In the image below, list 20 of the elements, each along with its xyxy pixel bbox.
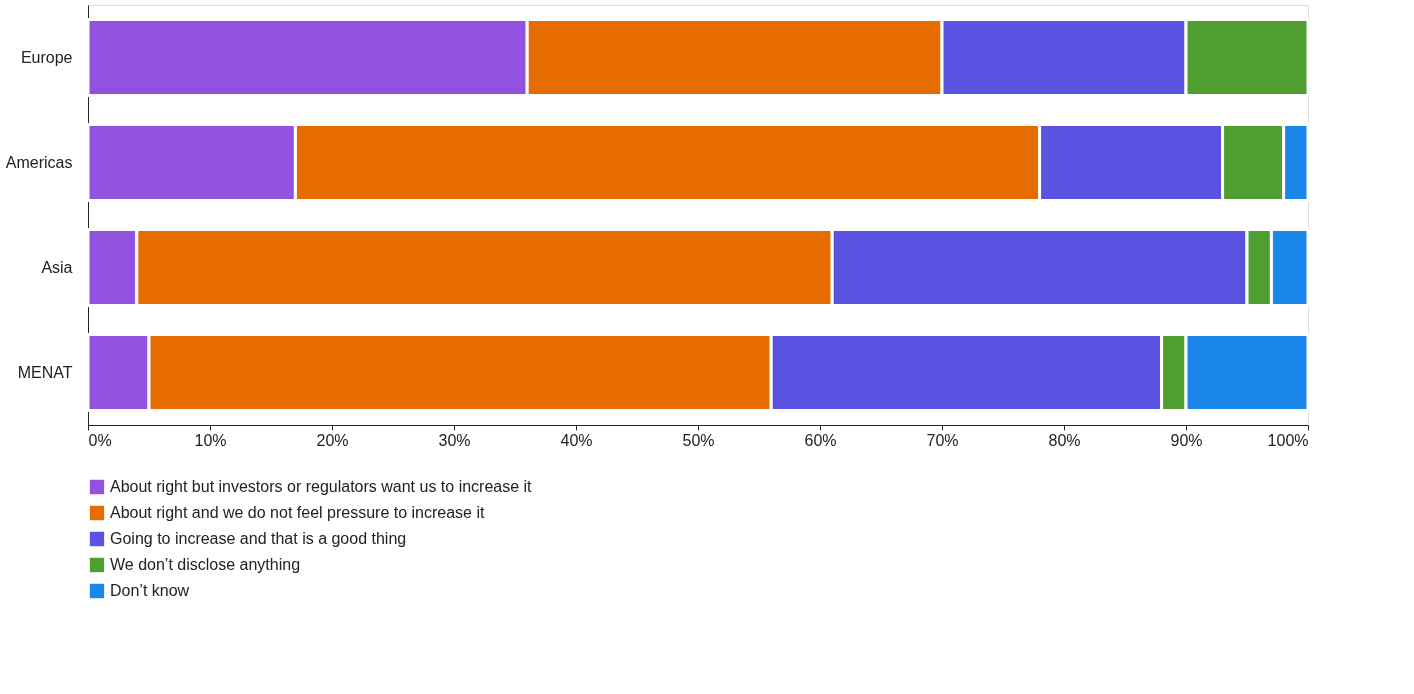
x-tick-label: 20% xyxy=(316,431,349,449)
y-tick-label: MENAT xyxy=(17,363,73,381)
y-tick-label: Americas xyxy=(5,153,73,171)
x-tick-label: 90% xyxy=(1170,431,1203,449)
x-tick-label: 30% xyxy=(438,431,471,449)
x-tick-label: 60% xyxy=(804,431,837,449)
x-tick-label: 40% xyxy=(560,431,593,449)
y-tick-label: Europe xyxy=(20,48,73,66)
legend-label: Going to increase and that is a good thing xyxy=(110,530,407,547)
y-tick-label: Asia xyxy=(41,258,73,276)
x-tick-label: 50% xyxy=(682,431,715,449)
x-tick-label: 10% xyxy=(194,431,227,449)
x-tick-label: 100% xyxy=(1267,431,1309,449)
legend-label: About right and we do not feel pressure to increase it xyxy=(110,504,485,521)
legend-label: About right but investors or regulators want us to increase it xyxy=(110,478,533,495)
x-tick-label: 70% xyxy=(926,431,959,449)
x-tick-label: 80% xyxy=(1048,431,1081,449)
legend-label: Don’t know xyxy=(110,582,190,599)
x-tick-label: 0% xyxy=(88,431,112,449)
legend-label: We don’t disclose anything xyxy=(110,556,301,573)
